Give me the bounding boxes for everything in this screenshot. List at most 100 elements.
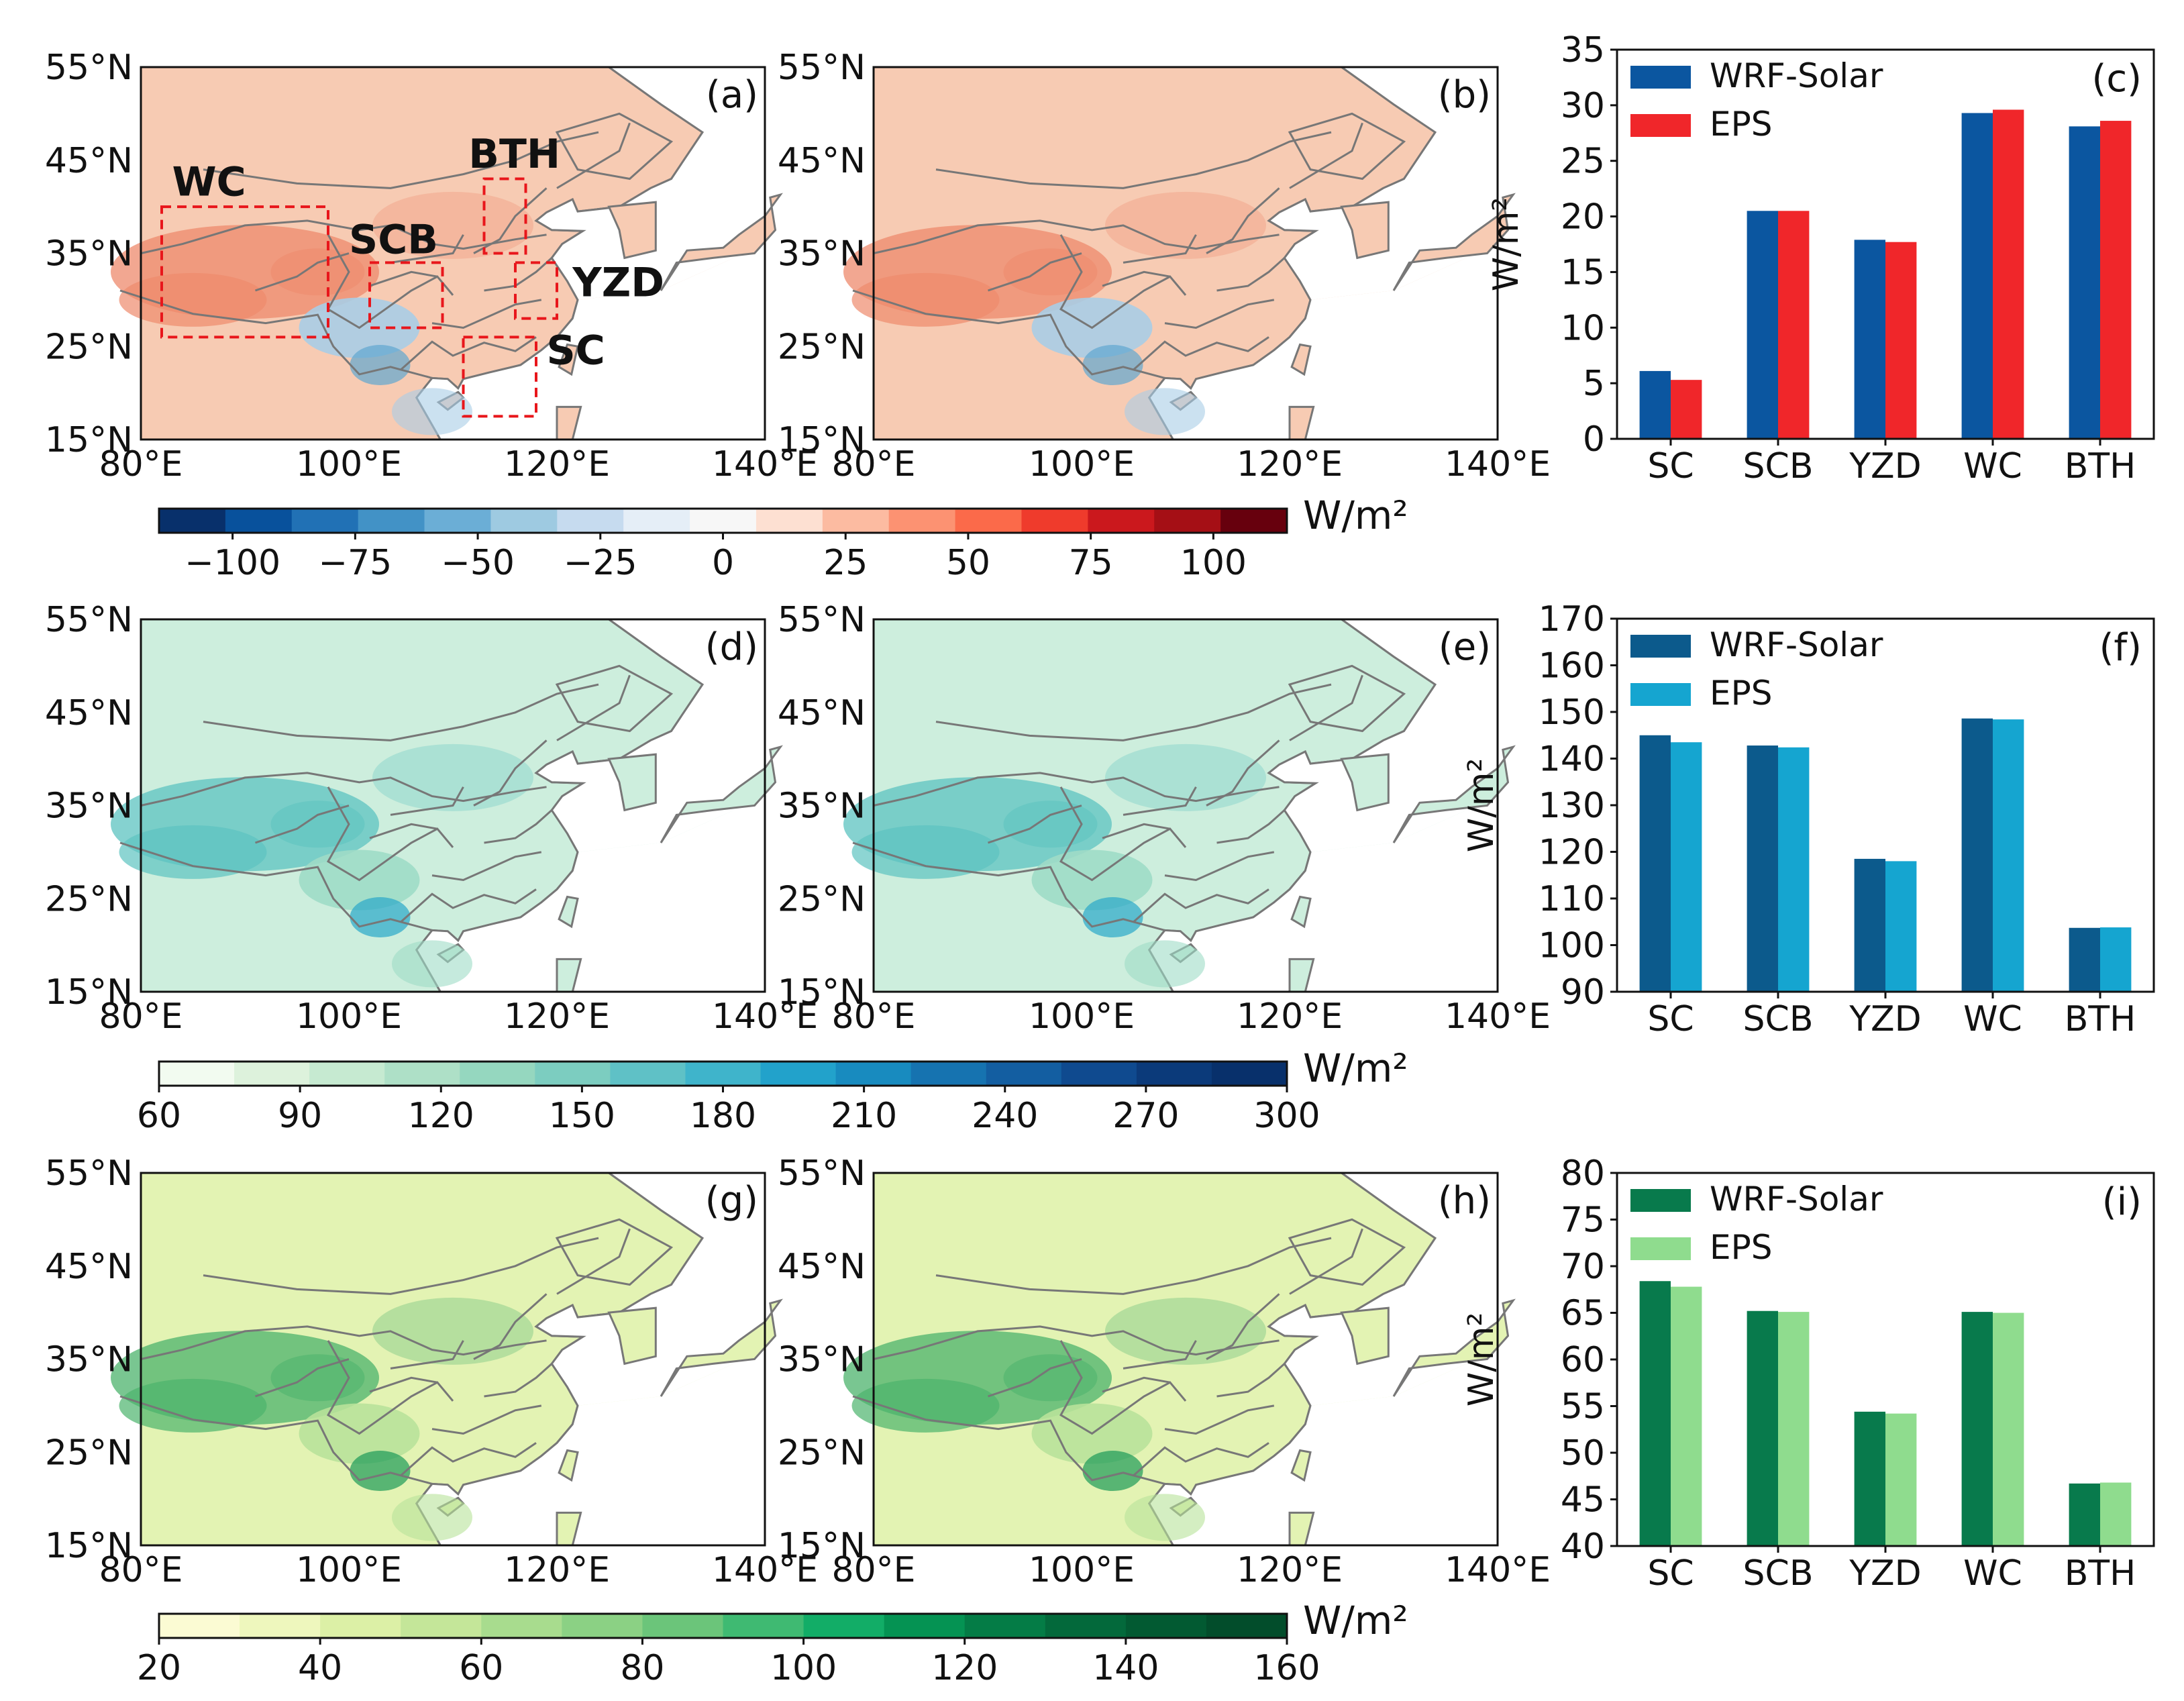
map-panel: (b) 55°N 45°N 35°N 25°N 15°N80°E 100°E 120°E 140… (778, 48, 1551, 484)
island (558, 1449, 579, 1482)
province-border (390, 234, 464, 264)
bar-eps-wc (1993, 1312, 2024, 1546)
lon-label: 80°E (99, 444, 183, 484)
ocean (536, 619, 765, 852)
colorbar-segment (291, 509, 359, 533)
lon-label: 140°E (712, 444, 818, 484)
colorbar-segment (1061, 1062, 1137, 1086)
bar-wrf-solar-scb (1747, 211, 1778, 439)
colorbar-segment (481, 1614, 562, 1638)
colorbar-tick-label: 120 (931, 1648, 998, 1688)
colorbar-segment (756, 509, 823, 533)
province-border (935, 683, 1332, 741)
colorbar-tick-label: 60 (137, 1096, 181, 1136)
panel-label: (d) (705, 625, 758, 669)
field-high-patch (119, 1378, 267, 1433)
map-panel: (a) 55°N 45°N 35°N 25°N 15°N80°E 100°E 120°E 140… (45, 48, 818, 484)
island (660, 745, 783, 843)
province-border (852, 289, 1165, 379)
legend-label: EPS (1710, 674, 1772, 713)
field-high-patch (1003, 248, 1098, 296)
province-border (556, 122, 631, 189)
lat-label: 25°N (45, 879, 133, 919)
panel-label: (c) (2092, 57, 2142, 101)
northeast-land (1288, 112, 1406, 181)
province-border (255, 1358, 350, 1398)
colorbar-tick-label: 120 (408, 1096, 474, 1136)
bar-wrf-solar-scb (1747, 745, 1778, 992)
panel-label: (g) (705, 1179, 758, 1223)
bar-wrf-solar-sc (1639, 735, 1671, 992)
lon-label: 100°E (296, 444, 402, 484)
colorbar-segment (1045, 1614, 1127, 1638)
lat-label: 15°N (778, 420, 866, 460)
lon-label: 80°E (831, 1550, 915, 1590)
field-low-patch (350, 345, 411, 385)
island (558, 343, 579, 376)
province-border (1206, 739, 1280, 807)
region-box (482, 177, 527, 255)
bar-eps-sc (1671, 1286, 1702, 1546)
lon-label: 80°E (831, 444, 915, 484)
legend-swatch (1630, 1189, 1691, 1212)
y-tick-label: 110 (1539, 879, 1605, 919)
province-border (473, 187, 548, 254)
lat-label: 45°N (45, 1247, 133, 1287)
bar-eps-bth (2100, 927, 2132, 992)
region-label: SC (547, 327, 605, 374)
colorbar-tick-label: 25 (823, 543, 868, 583)
lat-label: 35°N (778, 1340, 866, 1380)
province-border (1164, 1404, 1275, 1435)
bar-eps-wc (1993, 109, 2024, 439)
field-high-patch (851, 825, 1000, 879)
province-border (431, 299, 542, 329)
colorbar-segment (1136, 1062, 1212, 1086)
colorbar-segment (610, 1062, 686, 1086)
ocean (1269, 619, 1498, 852)
colorbar-segment (911, 1062, 987, 1086)
bar-eps-yzd (1885, 861, 1917, 992)
colorbar-segment (225, 509, 293, 533)
region-box (368, 261, 444, 329)
colorbar-segment (424, 509, 492, 533)
lat-label: 45°N (778, 1247, 866, 1287)
colorbar-tick-label: 210 (831, 1096, 897, 1136)
province-border (255, 252, 350, 292)
x-tick-label: WC (1963, 446, 2022, 486)
province-border (400, 1442, 537, 1477)
lon-label: 140°E (1445, 1550, 1551, 1590)
bar-eps-yzd (1885, 1413, 1917, 1546)
province-border (1133, 336, 1269, 371)
map-frame (140, 618, 766, 993)
bar-eps-scb (1778, 1312, 1810, 1546)
lon-label: 120°E (504, 444, 610, 484)
bar-eps-yzd (1885, 242, 1917, 439)
map-frame (140, 66, 766, 441)
coastline (872, 618, 1437, 993)
province-border (484, 809, 553, 844)
colorbar-segment (460, 1062, 535, 1086)
coastline (140, 618, 705, 993)
lon-label: 120°E (1237, 996, 1343, 1037)
colorbar-segment (384, 1062, 460, 1086)
lat-label: 25°N (778, 879, 866, 919)
island (1340, 753, 1390, 812)
colorbar-frame (158, 1612, 1288, 1639)
legend-swatch (1630, 683, 1691, 706)
lon-label: 120°E (1237, 444, 1343, 484)
x-tick-label: WC (1963, 999, 2022, 1039)
bar-wrf-solar-wc (1961, 113, 1993, 439)
colorbar-unit: W/m² (1303, 493, 1408, 538)
ocean (536, 1173, 765, 1406)
y-tick-label: 10 (1561, 308, 1605, 348)
colorbar-segment (1088, 509, 1155, 533)
field-mid-patch (1125, 388, 1205, 435)
legend-swatch (1630, 114, 1691, 137)
colorbar-tick-label: 240 (972, 1096, 1038, 1136)
colorbar-segment (760, 1062, 837, 1086)
map-panel: (d) 55°N 45°N 35°N 25°N 15°N80°E 100°E 120°E 140… (45, 600, 818, 1037)
panel-label: (a) (706, 73, 758, 117)
panel-label: (e) (1439, 625, 1491, 669)
province-border (369, 1376, 438, 1393)
ocean (536, 67, 765, 300)
